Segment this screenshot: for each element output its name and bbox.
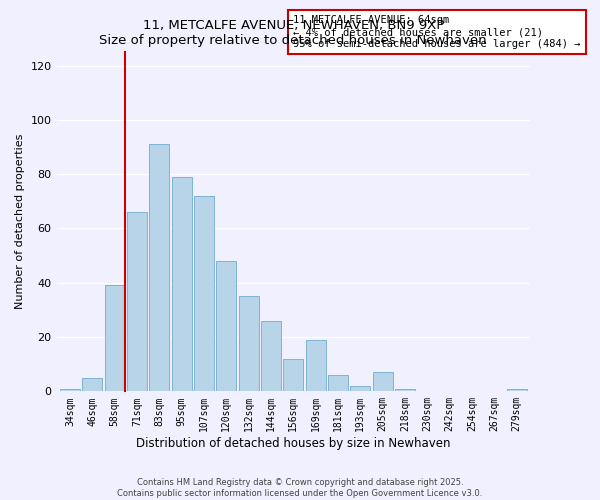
Bar <box>350 386 370 392</box>
Bar <box>239 296 259 392</box>
X-axis label: Distribution of detached houses by size in Newhaven: Distribution of detached houses by size … <box>136 437 451 450</box>
Bar <box>216 261 236 392</box>
Bar <box>82 378 103 392</box>
Bar <box>172 177 191 392</box>
Title: 11, METCALFE AVENUE, NEWHAVEN, BN9 9XP
Size of property relative to detached hou: 11, METCALFE AVENUE, NEWHAVEN, BN9 9XP S… <box>100 18 487 46</box>
Bar <box>194 196 214 392</box>
Bar <box>283 359 304 392</box>
Bar <box>328 375 348 392</box>
Bar <box>305 340 326 392</box>
Bar <box>395 388 415 392</box>
Bar <box>373 372 392 392</box>
Bar <box>261 321 281 392</box>
Bar <box>149 144 169 392</box>
Bar <box>127 212 147 392</box>
Text: 11 METCALFE AVENUE: 64sqm
← 4% of detached houses are smaller (21)
95% of semi-d: 11 METCALFE AVENUE: 64sqm ← 4% of detach… <box>293 16 581 48</box>
Bar <box>506 388 527 392</box>
Bar <box>104 286 125 392</box>
Text: Contains HM Land Registry data © Crown copyright and database right 2025.
Contai: Contains HM Land Registry data © Crown c… <box>118 478 482 498</box>
Y-axis label: Number of detached properties: Number of detached properties <box>15 134 25 310</box>
Bar <box>60 388 80 392</box>
